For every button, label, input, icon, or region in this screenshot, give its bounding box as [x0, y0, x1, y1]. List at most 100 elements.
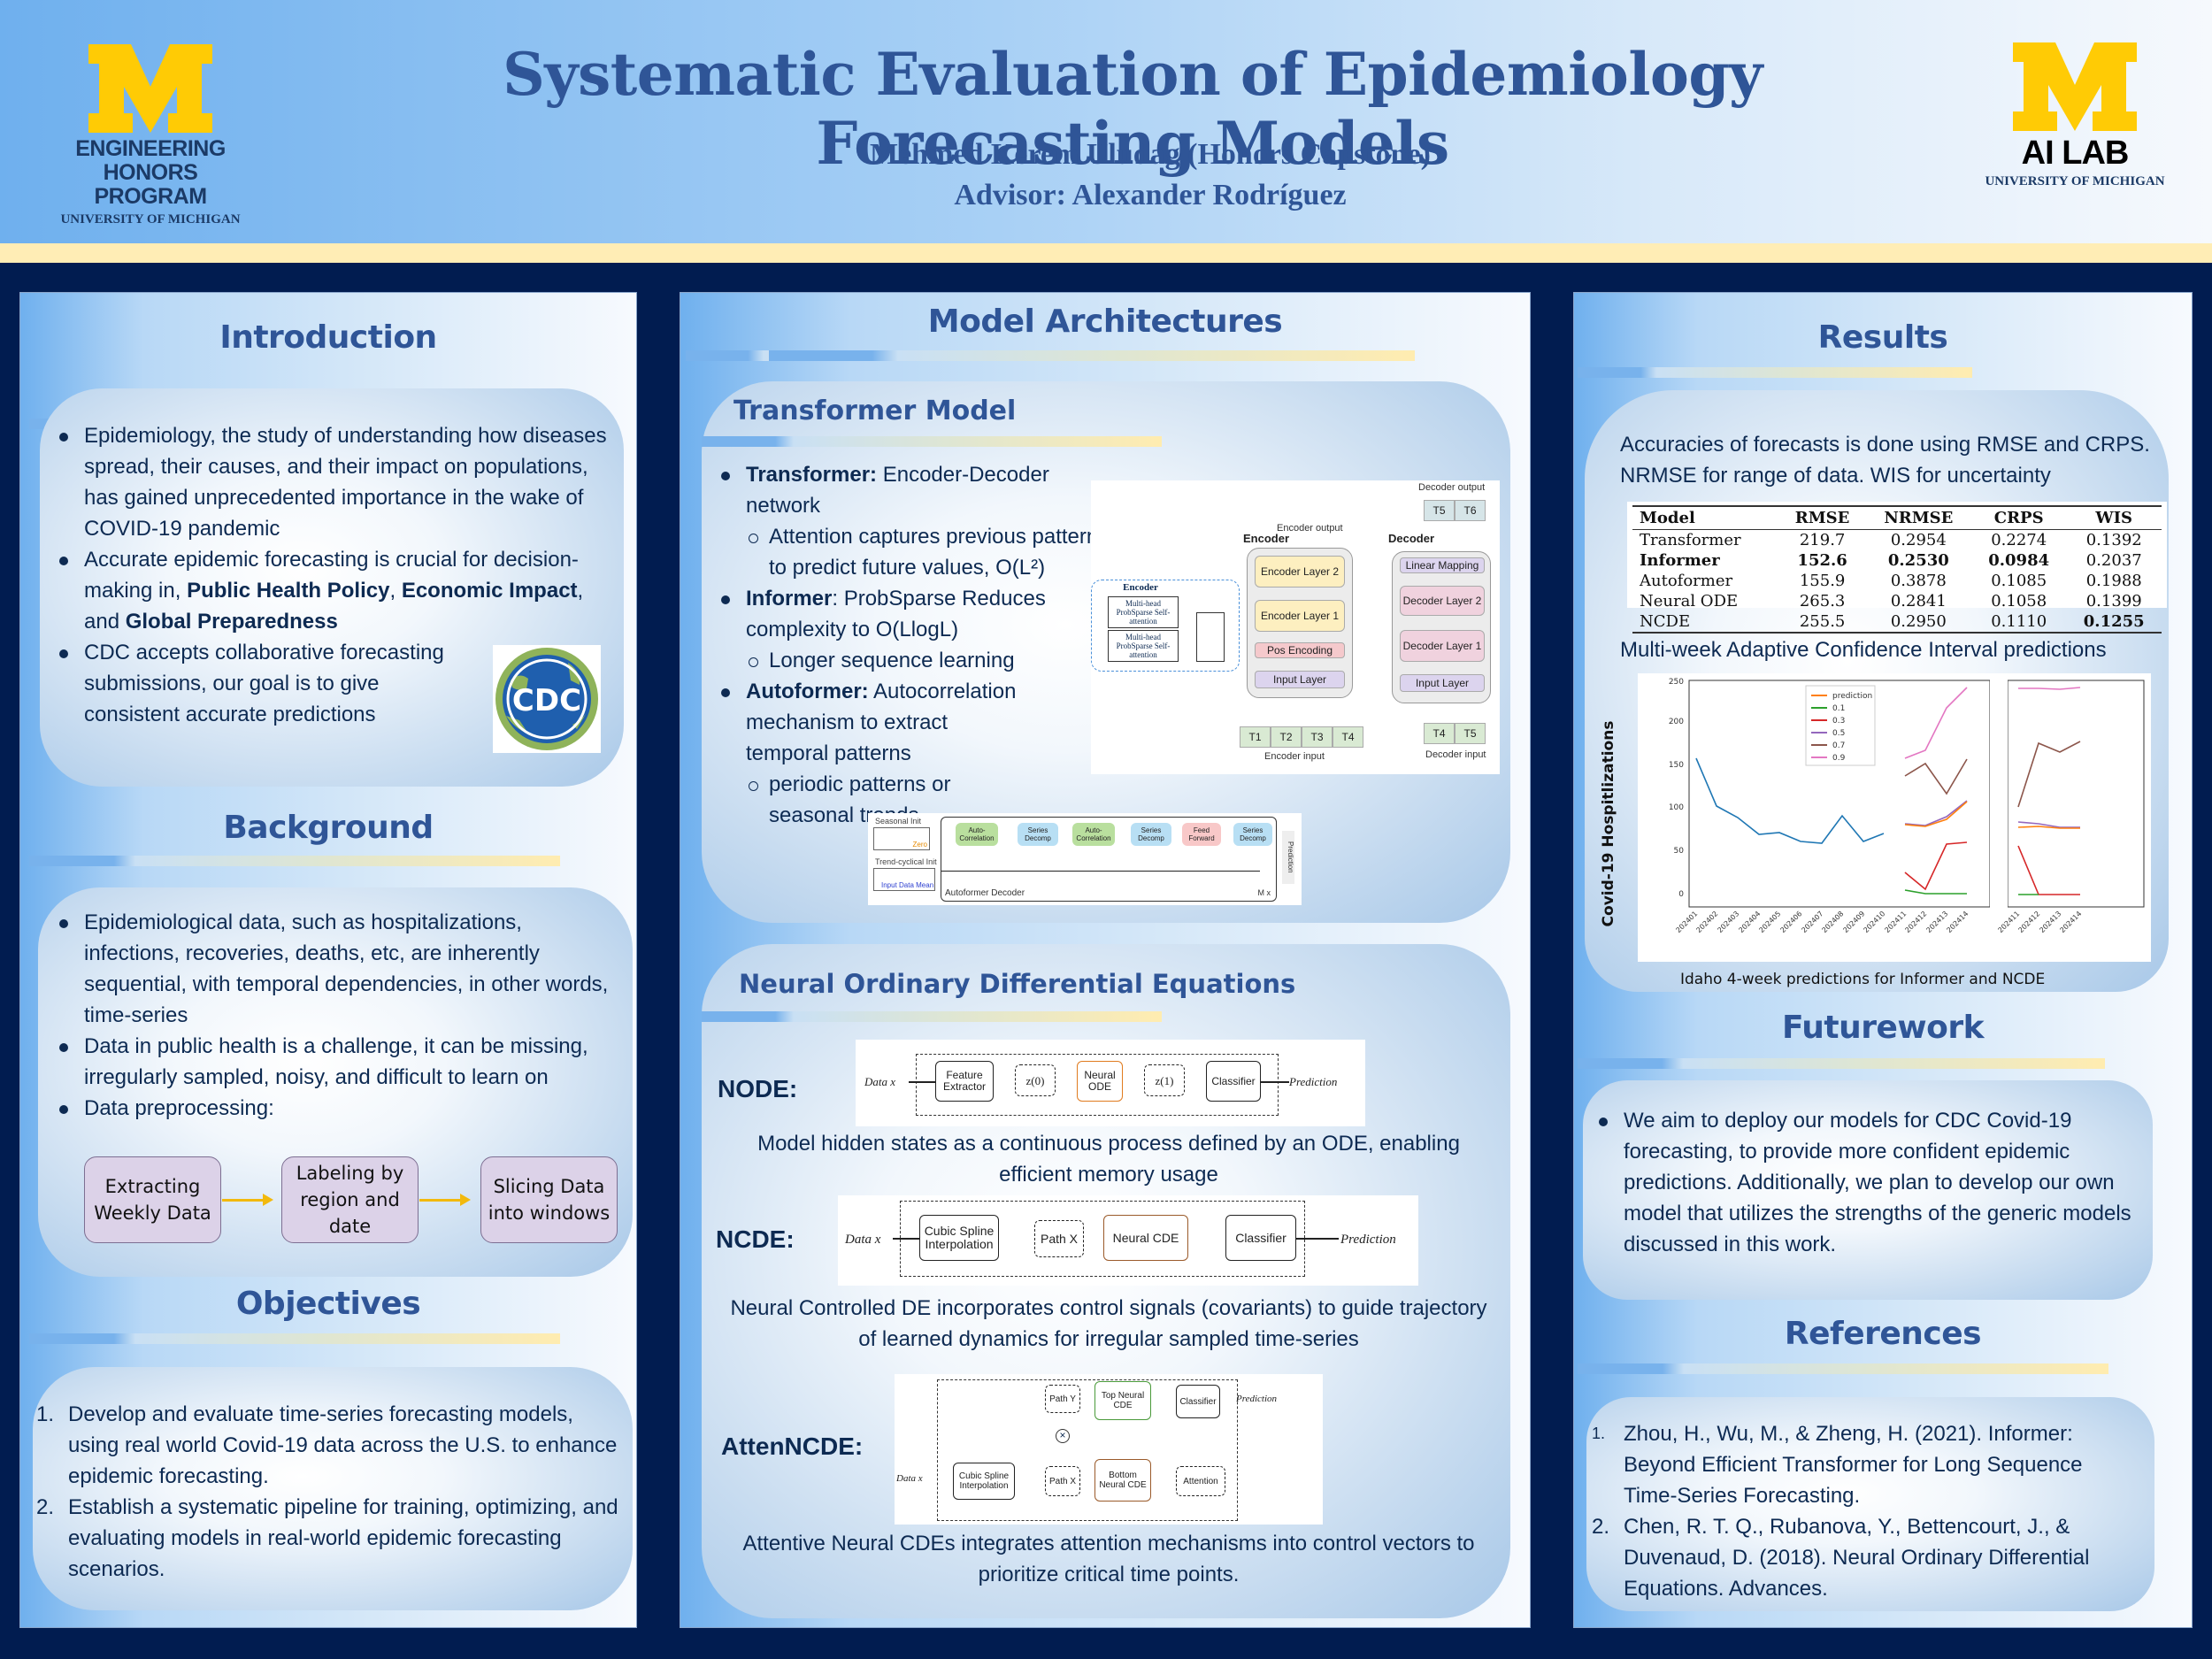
subsection-title-transformer: Transformer Model — [733, 396, 1017, 426]
middle-column-panel: Model Architectures Transformer Model Tr… — [680, 292, 1531, 1628]
attenncde-diagram: Path Y Top Neural CDE Classifier Predict… — [895, 1374, 1323, 1525]
objective-item: 1. Develop and evaluate time-series forec… — [36, 1402, 618, 1488]
section-title-futurework: Futurework — [1781, 1010, 1985, 1046]
pipeline-step-slice: Slicing Data into windows — [480, 1156, 618, 1243]
informer-item: Informer: ProbSparse Reduces complexity … — [716, 583, 1123, 676]
svg-text:0.3: 0.3 — [1832, 717, 1845, 726]
introduction-bullets: Epidemiology, the study of understanding… — [54, 420, 620, 730]
section-rule — [1578, 1363, 2108, 1374]
svg-text:0.5: 0.5 — [1832, 729, 1845, 738]
references-list: 1. Zhou, H., Wu, M., & Zheng, H. (2021). … — [1592, 1418, 2140, 1604]
references-card: 1. Zhou, H., Wu, M., & Zheng, H. (2021). … — [1586, 1397, 2154, 1611]
advisor-name: Advisor: Alexander Rodríguez — [954, 179, 1347, 211]
decoder-input-tokens: T4 T5 — [1424, 723, 1486, 744]
autoformer-item: Autoformer: Autocorrelation mechanism to… — [716, 676, 1017, 831]
poster-header: ENGINEERING HONORS PROGRAM UNIVERSITY OF… — [0, 0, 2212, 243]
logo-line-university: UNIVERSITY OF MICHIGAN — [60, 212, 241, 227]
neural-ode-card: Neural Ordinary Differential Equations N… — [702, 944, 1510, 1618]
cdc-logo: CDC — [493, 645, 601, 753]
svg-text:50: 50 — [1674, 847, 1685, 856]
multiply-icon: × — [1056, 1429, 1070, 1443]
section-title-references: References — [1784, 1316, 1982, 1352]
encoder-stack: Encoder Layer 2 Encoder Layer 1 Pos Enco… — [1247, 548, 1353, 698]
objective-item: 2. Establish a systematic pipeline for tr… — [36, 1495, 618, 1581]
poster-title: Systematic Evaluation of Epidemiology Fo… — [503, 40, 1763, 178]
encoder-inset: Encoder Multi-head ProbSparse Self-atten… — [1091, 580, 1240, 672]
cdc-globe-icon: CDC — [495, 648, 598, 750]
ai-lab-logo: AI LAB UNIVERSITY OF MICHIGAN — [1964, 42, 2185, 189]
svg-text:0.1: 0.1 — [1832, 704, 1845, 713]
section-title-background: Background — [223, 810, 434, 846]
section-rule — [29, 856, 560, 866]
svg-text:200: 200 — [1669, 718, 1684, 726]
logo-line-university: UNIVERSITY OF MICHIGAN — [1985, 174, 2165, 188]
svg-text:0.7: 0.7 — [1832, 741, 1845, 750]
svg-text:100: 100 — [1669, 803, 1684, 812]
block-m-icon — [2013, 42, 2137, 131]
objectives-card: 1. Develop and evaluate time-series forec… — [33, 1367, 633, 1610]
table-row: Transformer 219.7 0.2954 0.2274 0.1392 — [1640, 531, 2142, 549]
intro-bullet-2: Accurate epidemic forecasting is crucial… — [54, 544, 620, 637]
chart-legend: prediction 0.1 0.3 0.5 0.7 0.9 — [1805, 685, 1876, 766]
metrics-table: Model RMSE NRMSE CRPS WIS Transformer 219.7 0.… — [1632, 505, 2162, 634]
table-row: Neural ODE 265.3 0.2841 0.1058 0.1399 — [1640, 592, 2142, 611]
introduction-card: Epidemiology, the study of understanding… — [40, 388, 624, 787]
ncde-label: NCDE: — [716, 1225, 795, 1253]
decoder-output-tokens: T5 T6 — [1424, 500, 1486, 521]
background-bullets: Epidemiological data, such as hospitaliz… — [54, 907, 620, 1124]
futurework-bullet: We aim to deploy our models for CDC Covi… — [1594, 1105, 2147, 1260]
reference-item: 1. Zhou, H., Wu, M., & Zheng, H. (2021). … — [1592, 1422, 2083, 1508]
informer-architecture-figure: Decoder output T5 T6 Encoder output Enco… — [1091, 480, 1500, 774]
author-block: Mehmed Kerem Uludag (Honors Capstone) Ad… — [619, 134, 1681, 216]
right-column-panel: Results Accuracies of forecasts is done … — [1573, 292, 2193, 1628]
transformer-item: Transformer: Encoder-Decoder network Att… — [716, 459, 1123, 583]
svg-text:0: 0 — [1678, 890, 1684, 899]
author-name: Mehmed Kerem Uludag (Honors Capstone) — [870, 138, 1431, 171]
prediction-chart: 0 50 100 150 200 250 — [1638, 673, 2151, 962]
transformer-bullets: Transformer: Encoder-Decoder network Att… — [716, 459, 1123, 831]
attenncde-label: AttenNCDE: — [721, 1432, 864, 1460]
node-label: NODE: — [718, 1075, 798, 1102]
svg-text:150: 150 — [1669, 761, 1684, 770]
pipeline-step-extract: Extracting Weekly Data — [84, 1156, 221, 1243]
background-bullet-1: Epidemiological data, such as hospitaliz… — [54, 907, 620, 1031]
reference-item: 2. Chen, R. T. Q., Rubanova, Y., Bettenco… — [1592, 1515, 2090, 1601]
section-title-architectures: Model Architectures — [927, 303, 1283, 340]
arrow-right-icon — [419, 1194, 471, 1206]
futurework-bullets: We aim to deploy our models for CDC Covi… — [1594, 1105, 2147, 1260]
section-rule — [769, 350, 1415, 361]
left-column-panel: Introduction Epidemiology, the study of … — [19, 292, 637, 1628]
svg-text:0.9: 0.9 — [1832, 754, 1846, 763]
chart-caption: Idaho 4-week predictions for Informer an… — [1680, 971, 2046, 988]
decoder-stack: Linear Mapping Decoder Layer 2 Decoder L… — [1392, 551, 1491, 703]
results-table: Model RMSE NRMSE CRPS WIS Transformer 219.7 0.… — [1627, 502, 2167, 634]
table-row: NCDE 255.5 0.2950 0.1110 0.1255 — [1632, 611, 2162, 634]
transformer-card: Transformer Model Transformer: Encoder-D… — [702, 381, 1510, 923]
header-divider — [0, 243, 2212, 263]
section-title-results: Results — [1817, 319, 1948, 356]
section-rule — [702, 1011, 1162, 1022]
autoformer-decoder-figure: Seasonal Init Zero Trend-cyclical Init I… — [868, 813, 1302, 905]
node-caption: Model hidden states as a continuous proc… — [757, 1132, 1460, 1187]
intro-bullet-1: Epidemiology, the study of understanding… — [54, 420, 620, 544]
section-rule — [702, 436, 1162, 447]
table-row: Informer 152.6 0.2530 0.0984 0.2037 — [1640, 551, 2142, 570]
attenncde-caption: Attentive Neural CDEs integrates attenti… — [742, 1532, 1475, 1586]
subsection-title-node: Neural Ordinary Differential Equations — [739, 969, 1296, 999]
block-m-icon — [88, 44, 212, 133]
section-rule — [29, 1333, 560, 1344]
section-rule — [1578, 1058, 2105, 1069]
section-title-introduction: Introduction — [219, 319, 437, 356]
ncde-caption: Neural Controlled DE incorporates contro… — [730, 1296, 1487, 1351]
ncde-diagram: Data x Cubic Spline Interpolation Path X… — [838, 1195, 1418, 1286]
ai-lab-text: AI LAB — [2021, 134, 2130, 172]
logo-line-honors: HONORS PROGRAM — [94, 160, 207, 209]
background-card: Epidemiological data, such as hospitaliz… — [38, 887, 633, 1277]
intro-bullet-3: CDC accepts collaborative forecasting su… — [54, 637, 470, 730]
section-title-objectives: Objectives — [235, 1286, 421, 1322]
engineering-honors-logo: ENGINEERING HONORS PROGRAM UNIVERSITY OF… — [44, 44, 257, 227]
logo-line-engineering: ENGINEERING — [75, 136, 226, 161]
objectives-list: 1. Develop and evaluate time-series forec… — [36, 1399, 620, 1585]
futurework-card: We aim to deploy our models for CDC Covi… — [1583, 1080, 2153, 1300]
background-bullet-3: Data preprocessing: — [54, 1093, 620, 1124]
